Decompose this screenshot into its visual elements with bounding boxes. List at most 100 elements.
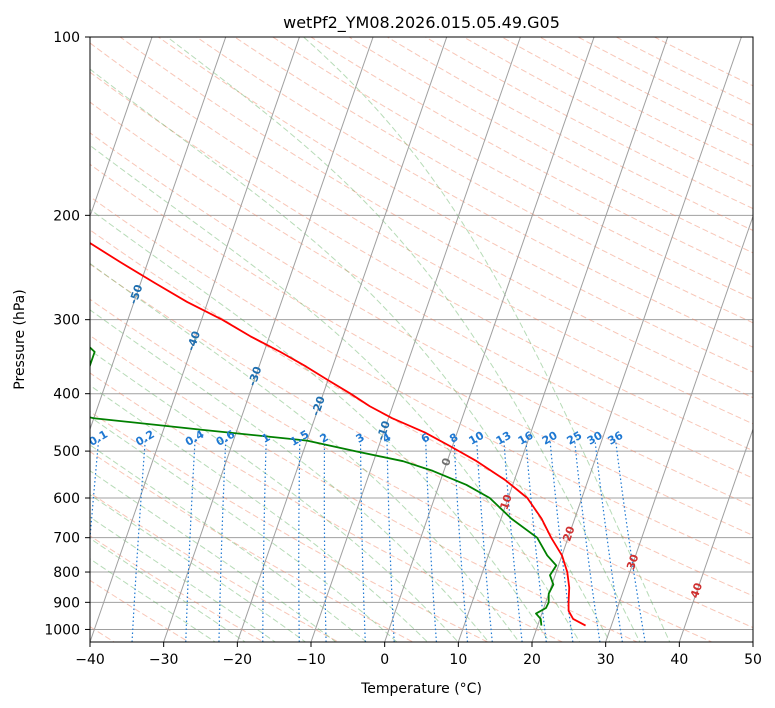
dry-adiabat (348, 37, 753, 254)
moist-adiabat (90, 68, 611, 642)
isotherm-label: 20 (560, 524, 577, 543)
plot-area: -100-90-80-70-60-50-40-30-20-10010203040… (90, 37, 753, 642)
isobar-grid (90, 37, 753, 630)
sounding-profiles (90, 242, 586, 627)
mixing-ratio-line (594, 440, 623, 642)
y-axis: 100 200 300 400 500 600 700 800 900 1000 (44, 30, 90, 638)
isotherm-grid (90, 37, 753, 642)
isotherm-line (90, 37, 227, 431)
x-axis: −40 −30 −20 −10 0 10 20 30 40 50 (75, 642, 762, 668)
x-tick-label: 50 (744, 652, 762, 668)
dry-adiabat (90, 229, 753, 597)
dry-adiabat (90, 334, 639, 642)
dry-adiabat (195, 37, 753, 348)
grid-labels: -100-90-80-70-60-50-40-30-20-10010203040… (90, 230, 705, 600)
x-tick-label: 0 (380, 652, 389, 668)
dry-adiabat (90, 450, 415, 642)
moist-adiabats (90, 37, 671, 642)
isotherm-label: -50 (127, 282, 146, 305)
moist-adiabat (303, 37, 671, 642)
dry-adiabat (424, 37, 753, 210)
chart-title: wetPf2_YM08.2026.015.05.49.G05 (283, 13, 560, 33)
isotherm-label: 40 (688, 581, 705, 600)
dry-adiabat (310, 37, 753, 277)
dry-adiabat (90, 298, 713, 642)
dry-adiabat (500, 37, 753, 167)
isotherm-label: 10 (498, 492, 515, 511)
plot-frame (89, 36, 754, 643)
moist-adiabat (90, 494, 307, 642)
moist-adiabat (90, 558, 217, 642)
dry-adiabat (157, 37, 753, 373)
moist-adiabat (90, 208, 551, 642)
moist-adiabat (90, 349, 459, 642)
y-tick-label: 400 (53, 387, 80, 403)
dry-adiabat (538, 37, 753, 147)
dry-adiabat (386, 37, 753, 232)
x-axis-title: Temperature (°C) (360, 681, 482, 697)
y-axis-title: Pressure (hPa) (12, 289, 28, 389)
isotherm-line (163, 37, 374, 642)
isotherm-line (310, 37, 521, 642)
dry-adiabat (90, 411, 489, 642)
dry-adiabat (90, 196, 753, 566)
dry-adiabat (90, 42, 753, 425)
isotherm-line (90, 37, 300, 642)
x-tick-label: 40 (670, 652, 688, 668)
isotherm-line (236, 37, 448, 642)
x-tick-label: 20 (523, 652, 541, 668)
y-tick-label: 700 (53, 531, 80, 547)
dry-adiabats (90, 37, 753, 642)
moist-adiabat (90, 144, 581, 642)
isotherm-label: -40 (184, 329, 203, 352)
moist-adiabat (90, 444, 368, 642)
moist-adiabat (166, 37, 641, 642)
moist-adiabat (90, 537, 247, 642)
moist-adiabat (90, 470, 337, 642)
isotherm-label: -30 (246, 364, 265, 387)
x-tick-label: 10 (449, 652, 467, 668)
moist-adiabat (90, 416, 398, 642)
temperature-profile (90, 242, 586, 627)
x-tick-label: −40 (75, 652, 105, 668)
isotherm-line (90, 37, 153, 218)
dry-adiabat (90, 101, 753, 479)
isotherm-label: -10 (374, 419, 393, 442)
y-tick-label: 600 (53, 491, 80, 507)
y-tick-label: 900 (53, 595, 80, 611)
y-tick-label: 200 (53, 208, 80, 224)
dry-adiabat (90, 71, 753, 452)
moist-adiabat (90, 309, 490, 642)
isotherm-label: -20 (309, 394, 328, 417)
y-tick-label: 100 (53, 30, 80, 46)
dry-adiabat (271, 37, 753, 300)
y-tick-label: 500 (53, 444, 80, 460)
mixing-ratio-lines (90, 440, 646, 642)
x-tick-label: −20 (223, 652, 253, 668)
dry-adiabat (90, 492, 340, 642)
isotherm-line (605, 214, 753, 642)
x-tick-label: 30 (597, 652, 615, 668)
y-tick-label: 1000 (44, 622, 80, 638)
isotherm-line (457, 37, 669, 642)
dry-adiabat (90, 163, 753, 536)
dry-adiabat (462, 37, 753, 188)
dry-adiabat (119, 37, 753, 399)
dewpoint-profile (90, 346, 558, 626)
moist-adiabat (90, 384, 429, 642)
y-tick-label: 800 (53, 565, 80, 581)
isotherm-line (531, 37, 742, 642)
isotherm-line (678, 427, 753, 642)
y-tick-label: 300 (53, 313, 80, 329)
isotherm-label: 0 (439, 456, 454, 468)
dry-adiabat (90, 535, 265, 642)
mixing-ratio-line (615, 440, 646, 642)
dry-adiabat (90, 263, 753, 629)
isotherm-label: 30 (624, 552, 641, 571)
x-tick-label: −10 (296, 652, 326, 668)
x-tick-label: −30 (149, 652, 179, 668)
dry-adiabat (90, 132, 753, 507)
moist-adiabat (90, 516, 277, 642)
